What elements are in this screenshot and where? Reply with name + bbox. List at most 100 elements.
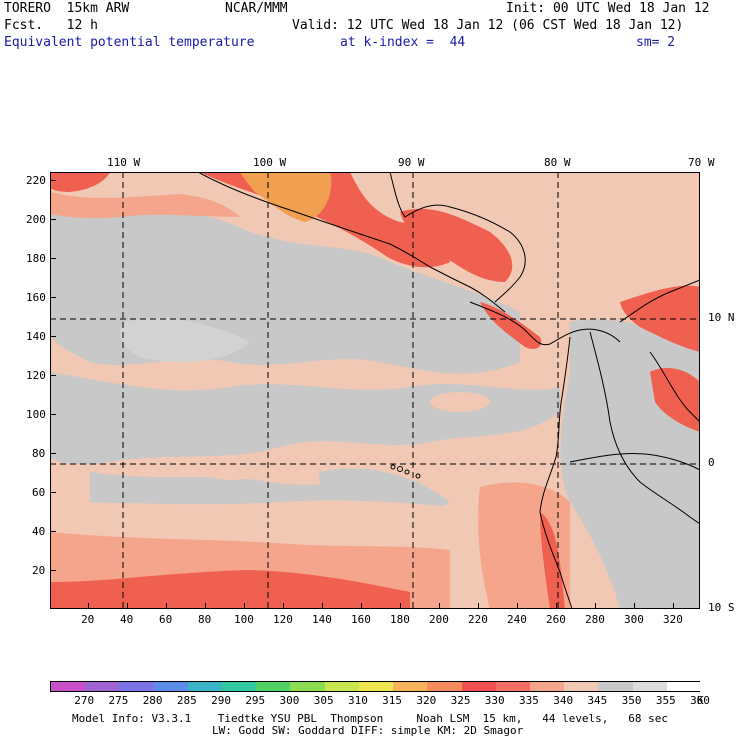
colorbar-swatch	[187, 682, 223, 691]
red-band-south	[50, 570, 410, 609]
colorbar-unit: K	[697, 694, 704, 707]
top-band-peach	[50, 192, 240, 219]
lat-label-10n: 10 N	[708, 311, 735, 324]
border-andes	[589, 331, 700, 525]
lon-label-100w: 100 W	[253, 156, 287, 169]
lon-label-80w: 80 W	[544, 156, 571, 169]
grey-region-central	[50, 372, 560, 465]
x-tick-40: 40	[120, 613, 134, 626]
lat-label-10s: 10 S	[708, 601, 735, 614]
colorbar-label: 310	[347, 694, 368, 707]
costa-rica-red	[480, 302, 542, 349]
colorbar-swatch	[598, 682, 634, 691]
central-america-red	[400, 208, 513, 282]
smoothing-label: sm= 2	[636, 35, 676, 50]
colorbar-swatch	[119, 682, 155, 691]
colorbar-swatch	[153, 682, 189, 691]
colorbar-swatch	[632, 682, 668, 691]
physics-info: LW: Godd SW: Goddard DIFF: simple KM: 2D…	[212, 724, 524, 737]
colorbar-swatch	[427, 682, 463, 691]
colorbar-swatch	[529, 682, 565, 691]
colorbar-label: 320	[416, 694, 437, 707]
lat-label-0: 0	[708, 456, 715, 469]
colorbar-swatch	[495, 682, 531, 691]
coastline-colombia-caribbean	[619, 279, 700, 323]
colorbar-label: 295	[245, 694, 266, 707]
colorbar-swatch	[358, 682, 394, 691]
colorbar-label: 355	[655, 694, 676, 707]
x-tick-140: 140	[312, 613, 332, 626]
colorbar-label: 335	[519, 694, 539, 707]
colorbar-label: 305	[313, 694, 334, 707]
y-tick-160: 160	[26, 291, 46, 304]
valid-time: Valid: 12 UTC Wed 18 Jan 12 (06 CST Wed …	[292, 18, 684, 33]
y-tick-140: 140	[26, 330, 46, 343]
model-title: TORERO 15km ARW	[4, 1, 130, 16]
coastline-caribbean	[389, 172, 526, 303]
coastline-south-america-west	[539, 336, 573, 609]
border-ecuador-peru	[569, 453, 700, 471]
colombia-red-inland	[650, 367, 700, 432]
axis-ticks	[50, 180, 674, 609]
y-tick-20: 20	[32, 564, 46, 577]
forecast-hour: Fcst. 12 h	[4, 18, 98, 33]
y-tick-220: 220	[26, 174, 46, 187]
colorbar-label: 300	[279, 694, 300, 707]
org-label: NCAR/MMM	[225, 1, 288, 16]
x-tick-200: 200	[429, 613, 449, 626]
grid-lines	[50, 172, 700, 609]
light-grey-blob-west	[120, 318, 250, 362]
y-tick-180: 180	[26, 252, 46, 265]
init-time: Init: 00 UTC Wed 18 Jan 12	[506, 1, 710, 16]
colorbar-swatch	[461, 682, 497, 691]
x-tick-120: 120	[273, 613, 293, 626]
map-panel	[50, 172, 700, 609]
x-tick-240: 240	[507, 613, 527, 626]
colorbar-label: 280	[142, 694, 163, 707]
peach-blob-east	[430, 392, 490, 412]
colorbar-label: 325	[450, 694, 471, 707]
colorbar-swatch	[324, 682, 360, 691]
colorbar-label: 350	[621, 694, 642, 707]
colorbar	[50, 681, 702, 692]
y-tick-100: 100	[26, 408, 46, 421]
x-tick-80: 80	[198, 613, 212, 626]
colorbar-swatch	[290, 682, 326, 691]
lon-label-70w: 70 W	[688, 156, 715, 169]
colorbar-label: 315	[382, 694, 403, 707]
colorbar-swatch	[256, 682, 291, 691]
colorbar-label: 330	[484, 694, 505, 707]
colorbar-swatch	[85, 682, 120, 691]
x-tick-180: 180	[390, 613, 410, 626]
level-label: at k-index = 44	[340, 35, 466, 50]
x-tick-20: 20	[81, 613, 95, 626]
colorbar-label: 270	[74, 694, 95, 707]
colorbar-swatch	[51, 682, 86, 691]
colorbar-label: 275	[108, 694, 129, 707]
y-tick-120: 120	[26, 369, 46, 382]
x-tick-220: 220	[468, 613, 488, 626]
x-tick-300: 300	[624, 613, 644, 626]
map-border	[50, 172, 700, 609]
x-tick-260: 260	[546, 613, 566, 626]
top-left-red	[50, 172, 110, 192]
model-info: Model Info: V3.3.1 Tiedtke YSU PBL Thomp…	[72, 712, 669, 725]
y-tick-80: 80	[32, 447, 46, 460]
coastline-central-america-south	[469, 301, 621, 346]
x-tick-320: 320	[663, 613, 683, 626]
coastline-mexico	[197, 172, 506, 313]
y-tick-60: 60	[32, 486, 46, 499]
y-tick-200: 200	[26, 213, 46, 226]
x-tick-280: 280	[585, 613, 605, 626]
galapagos-islands	[390, 464, 421, 479]
lon-label-90w: 90 W	[398, 156, 425, 169]
border-brazil	[649, 351, 700, 423]
colorbar-label: 340	[553, 694, 574, 707]
colorbar-label: 360	[690, 694, 710, 707]
lon-label-110w: 110 W	[107, 156, 141, 169]
colorbar-label: 345	[587, 694, 608, 707]
x-tick-100: 100	[234, 613, 254, 626]
colorbar-label: 285	[176, 694, 197, 707]
colorbar-label: 290	[211, 694, 231, 707]
colorbar-swatch	[564, 682, 599, 691]
